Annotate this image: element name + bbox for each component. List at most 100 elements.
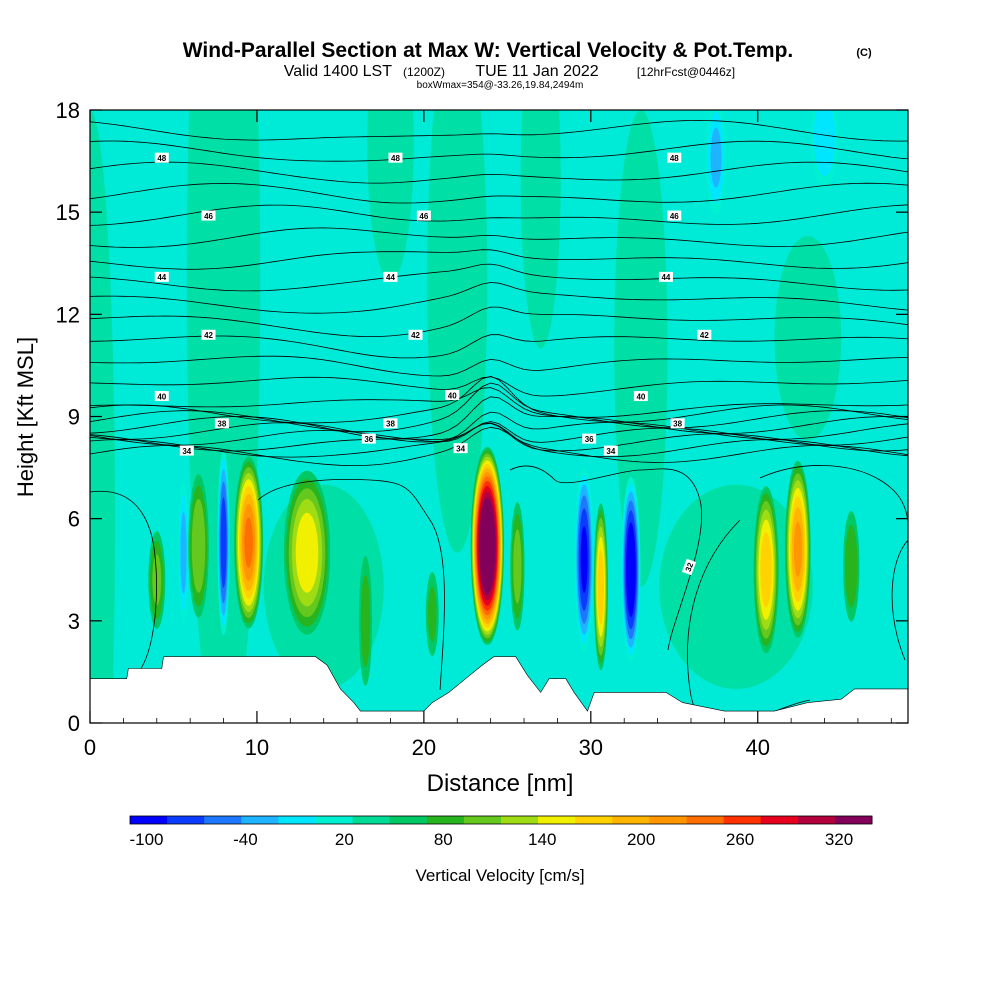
chart-title: Wind-Parallel Section at Max W: Vertical… <box>183 39 794 62</box>
downdraft-cell-level <box>180 511 187 595</box>
isentrope-line <box>90 375 908 424</box>
updraft-cell-level <box>244 517 253 568</box>
isentrope-label: 48 <box>667 152 682 163</box>
isentrope-label-bg <box>154 271 169 282</box>
downdraft-cell-level <box>220 497 227 588</box>
isentrope-label-bg <box>154 152 169 163</box>
background-band <box>367 110 414 281</box>
downdraft-cell-1 <box>178 481 189 625</box>
isentrope-label-text: 42 <box>411 331 420 340</box>
isentrope-label-text: 48 <box>670 154 679 163</box>
isentrope-label: 46 <box>201 210 216 221</box>
y-tick-label: 9 <box>68 405 80 430</box>
isentrope-line <box>90 204 908 226</box>
colorbar-swatch <box>686 816 725 824</box>
subtitle-forecast: [12hrFcst@0446z] <box>637 65 735 79</box>
x-tick-label: 30 <box>579 735 603 760</box>
isentrope-label-text: 48 <box>157 154 166 163</box>
updraft-cell-10 <box>753 486 779 654</box>
isentrope-label: 34 <box>453 443 468 453</box>
isentrope-label-bg <box>201 329 216 340</box>
isentrope-line <box>90 282 908 314</box>
isentrope-label: 42 <box>697 329 712 340</box>
isentrope-label: 46 <box>667 210 682 221</box>
downdraft-cell-4 <box>621 476 641 663</box>
downdraft-cell-5 <box>705 110 727 215</box>
isentrope-32 <box>759 465 908 560</box>
isentrope-label: 46 <box>416 210 431 221</box>
isentrope-line <box>90 249 908 270</box>
updraft-cell-12 <box>843 510 860 622</box>
isentrope-label-text: 38 <box>673 420 682 429</box>
isentrope-label: 38 <box>214 418 229 429</box>
isentrope-label-bg <box>201 210 216 221</box>
y-tick-label: 6 <box>68 507 80 532</box>
isentrope-label-text: 42 <box>700 331 709 340</box>
colorbar-swatch <box>723 816 762 824</box>
isentrope-label-text: 44 <box>157 273 166 282</box>
colorbar-swatch <box>760 816 799 824</box>
isentrope-label: 44 <box>383 271 398 282</box>
colorbar-swatch <box>797 816 836 824</box>
isentrope-32 <box>891 539 908 661</box>
updraft-cell-level <box>428 586 437 642</box>
isentrope-line <box>90 119 908 142</box>
isentrope-label-text: 44 <box>386 273 395 282</box>
subtitle-utc: (1200Z) <box>403 65 445 79</box>
isentrope-label-text: 40 <box>636 392 645 401</box>
isentrope-label-text: 38 <box>386 420 395 429</box>
isentrope-line <box>90 227 908 248</box>
y-axis-label: Height [Kft MSL] <box>13 337 38 497</box>
plot-area: 34 34 34 36 36 38 38 38 40 40 40 42 42 42 44 44 44 46 46 46… <box>90 110 908 723</box>
isentrope-label: 42 <box>408 329 423 340</box>
downdraft-cell-level <box>580 525 588 594</box>
isentrope-label-text: 34 <box>456 444 465 453</box>
isentrope-label: 44 <box>658 271 673 282</box>
isentrope-label-bg <box>603 445 618 456</box>
colorbar-tick-label: 80 <box>434 830 453 849</box>
y-tick-label: 18 <box>56 98 80 123</box>
colorbar-swatch <box>575 816 613 824</box>
colorbar-swatch <box>538 816 576 824</box>
colorbar-tick-label: 260 <box>726 830 754 849</box>
isentrope-label-bg <box>388 152 403 163</box>
isentrope-label: 36 <box>361 433 376 444</box>
colorbar-swatch <box>352 816 391 824</box>
updraft-cell-level <box>483 522 492 570</box>
updraft-cell-level <box>295 512 319 593</box>
colorbar: -100 -40 20 80 140 200 260 320 <box>129 815 873 849</box>
isentrope-label: 40 <box>154 391 169 401</box>
isentrope-line <box>90 376 908 397</box>
isentrope-label-bg <box>214 418 229 429</box>
isentrope-32 <box>257 478 445 691</box>
velocity-field <box>90 110 860 723</box>
isentrope-label-bg <box>383 418 398 429</box>
isentrope-32 <box>90 490 157 671</box>
updraft-cell-level <box>513 529 522 604</box>
x-tick-label: 20 <box>412 735 436 760</box>
isentrope-label-text: 48 <box>391 154 400 163</box>
updraft-cell-level <box>793 521 802 577</box>
colorbar-swatch <box>241 816 279 824</box>
title-mark: (C) <box>856 47 872 59</box>
x-tick-label: 10 <box>245 735 269 760</box>
isentrope-label-bg <box>179 445 194 456</box>
isentrope-label-text: 42 <box>204 331 213 340</box>
isentrope-label-bg <box>658 271 673 282</box>
isentrope-line <box>90 334 908 359</box>
colorbar-tick-label: 200 <box>627 830 655 849</box>
updraft-cell-level <box>760 532 772 608</box>
updraft-cell-9 <box>593 503 608 671</box>
updraft-cell-level <box>360 574 371 667</box>
colorbar-tick-label: 320 <box>825 830 853 849</box>
updraft-cell-2 <box>188 474 209 618</box>
colorbar-swatch <box>315 816 354 824</box>
updraft-cell-5 <box>358 555 373 686</box>
isentrope-label-bg <box>383 271 398 282</box>
isentrope-line <box>90 421 908 446</box>
isentrope-label: 32 <box>681 558 697 576</box>
isentrope-label-bg <box>445 389 460 400</box>
colorbar-swatch <box>278 816 316 824</box>
x-axis-label: Distance [nm] <box>427 770 574 797</box>
